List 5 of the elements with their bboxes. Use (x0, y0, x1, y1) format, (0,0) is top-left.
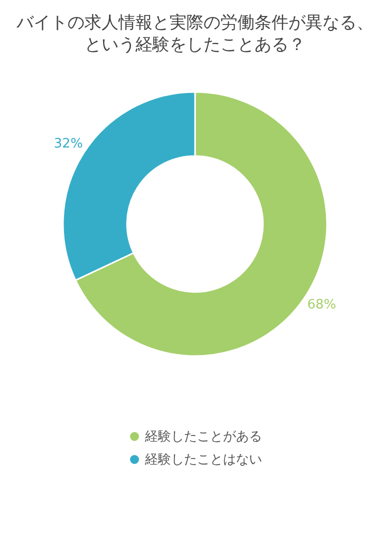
legend-label: 経験したことはない (144, 452, 262, 468)
chart-title: バイトの求人情報と実際の労働条件が異なる、という経験をしたことある？ (16, 12, 374, 57)
legend-label: 経験したことがある (144, 430, 262, 444)
data-label: 68% (307, 297, 336, 312)
data-label: 32% (54, 136, 83, 152)
